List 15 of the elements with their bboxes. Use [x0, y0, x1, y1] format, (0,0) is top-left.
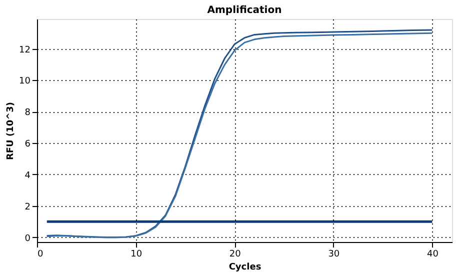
x-tick-label: 0: [38, 250, 44, 260]
chart-title: Amplification: [207, 5, 282, 16]
y-tick-label: 6: [24, 140, 31, 150]
y-tick-label: 8: [24, 108, 31, 118]
x-tick-label: 40: [427, 250, 439, 260]
y-axis-title: RFU (10^3): [6, 102, 16, 160]
y-tick-label: 0: [24, 234, 31, 244]
y-tick-label: 12: [19, 45, 30, 56]
x-tick-label: 20: [229, 250, 242, 260]
y-tick-label: 2: [24, 202, 30, 212]
y-tick-label: 10: [19, 76, 31, 87]
y-tick-label: 4: [24, 170, 31, 181]
x-tick-label: 10: [130, 250, 142, 260]
x-tick-label: 30: [328, 250, 340, 260]
x-axis-title: Cycles: [228, 262, 262, 272]
